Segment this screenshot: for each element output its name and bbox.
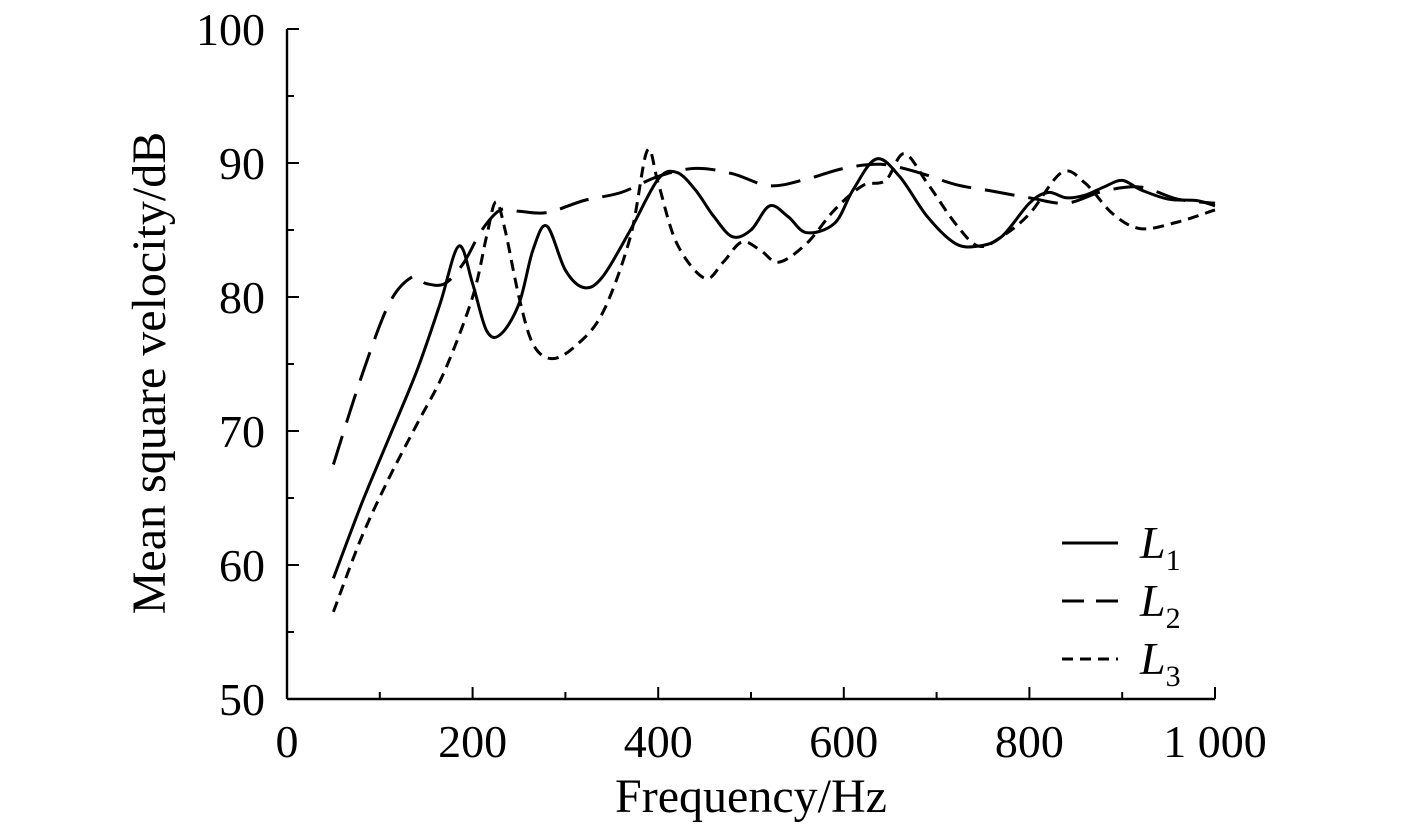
y-tick-label: 50 [219, 674, 265, 725]
y-tick-label: 60 [219, 540, 265, 591]
y-axis-title: Mean square velocity/dB [123, 132, 176, 615]
legend-label-L1: L1 [1139, 517, 1181, 577]
x-tick-label: 1 000 [1163, 716, 1267, 767]
x-tick-label: 200 [438, 716, 507, 767]
series [331, 147, 1216, 613]
legend-label-subscript: 3 [1166, 660, 1181, 693]
axes [285, 29, 1215, 701]
y-tick-label: 70 [219, 406, 265, 457]
tick-labels: 0 200 400 600 800 1 000 50 60 70 80 90 100 [196, 4, 1267, 767]
series-line-L2 [331, 162, 1216, 465]
x-tick-label: 600 [809, 716, 878, 767]
y-tick-label: 80 [219, 272, 265, 323]
x-tick-label: 0 [276, 716, 299, 767]
series-line-L1 [331, 157, 1216, 579]
ticks [286, 28, 1216, 700]
legend-label-L3: L3 [1139, 633, 1181, 693]
x-tick-label: 800 [995, 716, 1064, 767]
legend-label-subscript: 1 [1166, 544, 1181, 577]
series-line-L3 [331, 147, 1216, 613]
x-tick-label: 400 [624, 716, 693, 767]
legend-label-subscript: 2 [1166, 602, 1181, 635]
x-axis-title: Frequency/Hz [615, 770, 887, 823]
y-tick-label: 90 [219, 138, 265, 189]
legend-label-L2: L2 [1139, 575, 1181, 635]
y-tick-label: 100 [196, 4, 265, 55]
